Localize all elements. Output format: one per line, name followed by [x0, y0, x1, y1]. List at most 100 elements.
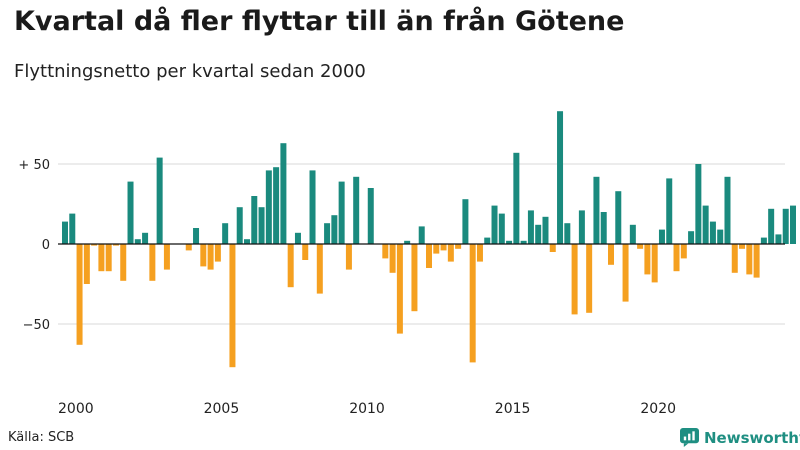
bar-positive	[615, 191, 622, 244]
bar-negative	[185, 244, 192, 251]
bar-negative	[229, 244, 236, 368]
bar-positive	[702, 205, 709, 244]
bar-negative	[447, 244, 454, 262]
gridlines	[58, 163, 785, 325]
bar-positive	[404, 240, 411, 244]
bar-positive	[578, 210, 585, 244]
bar-negative	[673, 244, 680, 272]
bar-positive	[324, 223, 331, 244]
bar-positive	[156, 157, 163, 244]
bar-positive	[491, 205, 498, 244]
bar-negative	[105, 244, 112, 272]
bar-positive	[520, 240, 527, 244]
bar-negative	[433, 244, 440, 254]
bar-positive	[775, 234, 782, 244]
x-tick-label: 2015	[495, 401, 531, 417]
bar-positive	[600, 212, 607, 244]
bar-negative	[120, 244, 127, 281]
y-axis: + 50 0 −50	[18, 158, 50, 333]
bar-negative	[163, 244, 170, 270]
bar-positive	[294, 232, 301, 244]
bar-negative	[651, 244, 658, 283]
bar-negative	[83, 244, 90, 284]
bar-positive	[724, 176, 731, 244]
bar-positive	[193, 228, 200, 244]
x-axis: 2000 2005 2010 2015 2020	[58, 401, 676, 417]
bar-negative	[149, 244, 156, 281]
bar-positive	[280, 143, 287, 244]
bar-positive	[251, 196, 258, 244]
bar-negative	[680, 244, 687, 259]
brand-logo: Newsworthy	[680, 428, 800, 447]
bar-positive	[244, 239, 250, 244]
bar-positive	[498, 213, 505, 244]
y-tick-label: + 50	[18, 158, 50, 173]
bar-negative	[746, 244, 753, 275]
bar-negative	[396, 244, 403, 334]
bar-negative	[455, 244, 462, 249]
bar-positive	[782, 208, 789, 244]
bar-negative	[644, 244, 651, 275]
bar-positive	[236, 207, 243, 244]
bar-negative	[469, 244, 476, 363]
bar-positive	[367, 188, 374, 244]
bar-positive	[658, 229, 665, 244]
bar-negative	[411, 244, 418, 312]
bar-negative	[287, 244, 294, 288]
bar-positive	[760, 237, 767, 244]
x-tick-label: 2020	[640, 401, 676, 417]
bar-negative	[316, 244, 323, 294]
bar-positive	[273, 167, 280, 244]
newsworthy-logo-icon	[680, 428, 699, 447]
bar-negative	[622, 244, 629, 302]
bar-positive	[688, 231, 695, 244]
bar-negative	[76, 244, 83, 345]
bar-positive	[69, 213, 76, 244]
bars	[58, 111, 796, 368]
bar-negative	[608, 244, 614, 265]
bar-positive	[695, 164, 702, 244]
bar-negative	[586, 244, 593, 313]
x-tick-label: 2005	[204, 401, 240, 417]
source-note: Källa: SCB	[8, 430, 75, 445]
bar-positive	[564, 223, 571, 244]
bar-positive	[353, 176, 360, 244]
bar-positive	[629, 224, 636, 244]
bar-negative	[637, 244, 644, 249]
bar-negative	[302, 244, 309, 260]
bar-positive	[62, 221, 68, 244]
y-tick-label: 0	[42, 238, 50, 253]
bar-positive	[222, 223, 229, 244]
bar-negative	[571, 244, 578, 315]
bar-positive	[768, 208, 775, 244]
bar-positive	[142, 232, 149, 244]
bar-positive	[557, 111, 564, 244]
brand-name: Newsworthy	[704, 428, 800, 447]
bar-positive	[513, 152, 520, 244]
bar-positive	[418, 226, 425, 244]
y-tick-label: −50	[23, 318, 50, 333]
bar-positive	[462, 199, 469, 244]
bar-positive	[309, 170, 316, 244]
bar-positive	[258, 207, 265, 244]
bar-negative	[549, 244, 556, 252]
bar-negative	[389, 244, 396, 273]
bar-negative	[731, 244, 738, 273]
bar-positive	[717, 229, 724, 244]
bar-negative	[214, 244, 221, 262]
bar-positive	[542, 216, 549, 244]
bar-negative	[98, 244, 105, 272]
bar-negative	[91, 244, 98, 246]
bar-negative	[345, 244, 352, 270]
bar-positive	[506, 240, 513, 244]
chart-title: Kvartal då fler flyttar till än från Göt…	[14, 6, 625, 37]
bar-positive	[331, 215, 338, 244]
bar-positive	[134, 239, 141, 244]
bar-negative	[440, 244, 447, 251]
bar-negative	[207, 244, 214, 270]
bar-negative	[382, 244, 389, 259]
bar-positive	[593, 176, 600, 244]
bar-positive	[535, 224, 542, 244]
bar-positive	[709, 221, 716, 244]
